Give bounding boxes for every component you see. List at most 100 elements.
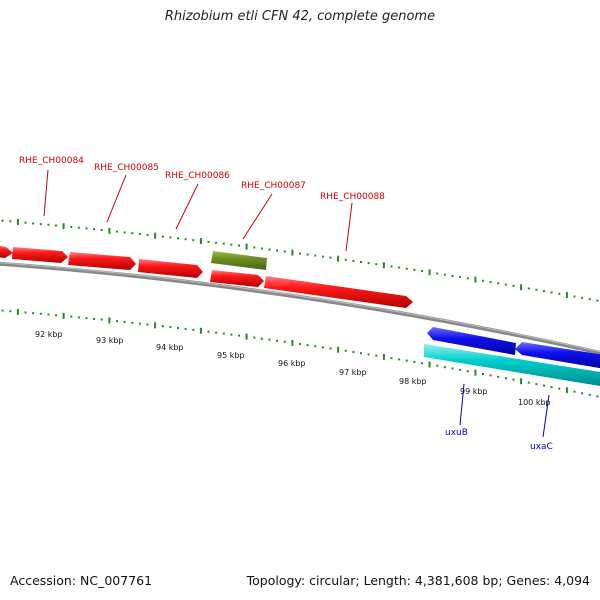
bottom-tick-mark	[222, 332, 225, 335]
bottom-tick-mark	[276, 339, 279, 342]
map-title: Rhizobium etli CFN 42, complete genome	[164, 9, 436, 24]
top-tick-mark	[154, 232, 157, 239]
bottom-tick-mark	[70, 315, 73, 318]
bottom-tick-mark	[245, 333, 248, 340]
top-tick-mark	[390, 265, 393, 268]
bottom-tick-mark	[581, 392, 584, 395]
top-tick-mark	[100, 229, 103, 231]
bottom-tick-mark	[535, 383, 538, 386]
top-tick-mark	[535, 288, 538, 291]
top-tick-mark	[543, 290, 545, 293]
gene-label: RHE_CH00084	[19, 156, 84, 166]
bottom-tick-mark	[24, 311, 27, 314]
bottom-tick-mark	[504, 377, 507, 380]
scale-label: 99 kbp	[460, 387, 488, 396]
bottom-tick-mark	[543, 384, 545, 387]
top-tick-mark	[466, 277, 469, 280]
olive-feature	[211, 251, 267, 270]
top-tick-mark	[291, 249, 294, 256]
top-tick-mark	[169, 236, 172, 239]
top-tick-mark	[299, 252, 301, 255]
bottom-tick-mark	[283, 340, 286, 343]
bottom-tick-mark	[459, 368, 462, 371]
reverse-gene-track	[424, 327, 600, 386]
bottom-tick-mark	[207, 330, 210, 333]
bottom-tick-mark	[550, 386, 553, 389]
top-tick-mark	[245, 243, 248, 250]
scale-label: 100 kbp	[518, 398, 551, 407]
bottom-tick-mark	[199, 327, 202, 334]
bottom-tick-mark	[390, 357, 393, 360]
top-tick-mark	[527, 287, 530, 290]
top-tick-mark	[199, 238, 202, 244]
top-tick-mark	[581, 296, 584, 299]
bottom-tick-mark	[299, 343, 301, 345]
bottom-tick-mark	[306, 344, 309, 347]
bottom-tick-mark	[116, 320, 118, 323]
top-tick-mark	[283, 250, 286, 253]
top-tick-mark	[39, 223, 42, 226]
top-tick-mark	[382, 262, 385, 269]
top-tick-mark	[436, 272, 439, 275]
top-tick-mark	[443, 273, 446, 276]
gene-label: uxuB	[445, 428, 468, 438]
top-tick-mark	[85, 227, 88, 230]
bottom-tick-mark	[230, 333, 233, 336]
top-tick-mark	[321, 255, 324, 258]
bottom-tick-mark	[344, 349, 347, 352]
top-tick-mark	[520, 284, 523, 291]
bottom-tick-mark	[405, 359, 408, 362]
top-tick-mark	[24, 221, 27, 224]
top-tick-mark	[55, 224, 57, 227]
reverse-gene-blue-1	[427, 327, 516, 355]
gene-label: RHE_CH00086	[165, 171, 230, 181]
top-tick-mark	[482, 279, 484, 282]
bottom-tick-mark	[39, 312, 42, 315]
forward-gene-arrow-5	[264, 276, 413, 308]
scale-label: 92 kbp	[35, 330, 63, 339]
reverse-gene-blue-2	[515, 342, 600, 369]
genome-backbone-highlight	[0, 262, 600, 353]
top-tick-mark	[276, 249, 279, 252]
top-tick-mark	[451, 274, 454, 277]
bottom-tick-mark	[466, 370, 469, 373]
top-tick-mark	[1, 219, 4, 222]
top-tick-mark	[108, 227, 111, 234]
bottom-tick-mark	[268, 338, 271, 341]
gene-label: RHE_CH00087	[241, 181, 306, 191]
scale-label: 95 kbp	[217, 351, 245, 360]
bottom-tick-mark	[314, 345, 317, 348]
reverse-gene-cyan	[424, 344, 600, 386]
forward-gene-arrow-3	[138, 259, 203, 278]
scale-label: 93 kbp	[96, 336, 124, 345]
bottom-tick-mark	[398, 358, 401, 361]
top-tick-mark	[367, 262, 370, 265]
top-tick-mark	[123, 231, 126, 234]
top-tick-mark	[93, 228, 96, 231]
bottom-tick-mark	[32, 312, 35, 315]
bottom-tick-mark	[451, 367, 454, 370]
top-tick-mark	[268, 248, 271, 251]
bottom-tick-mark	[512, 378, 515, 381]
bottom-tick-mark	[482, 373, 484, 375]
top-tick-mark	[177, 237, 179, 240]
bottom-tick-mark	[108, 317, 111, 324]
top-tick-mark	[352, 259, 355, 262]
top-tick-mark	[253, 246, 256, 249]
gene-label: RHE_CH00088	[320, 192, 385, 202]
top-tick-mark	[329, 256, 332, 259]
bottom-tick-mark	[215, 331, 218, 334]
scale-label: 96 kbp	[278, 359, 306, 368]
topology-text: Topology: circular; Length: 4,381,608 bp…	[246, 573, 590, 588]
bottom-tick-mark	[161, 325, 164, 328]
top-tick-mark	[550, 291, 553, 294]
top-tick-mark	[138, 233, 141, 235]
top-tick-mark	[375, 263, 378, 266]
forward-gene-labels: RHE_CH00084 RHE_CH00085 RHE_CH00086 RHE_…	[19, 156, 385, 252]
top-tick-mark	[573, 295, 576, 298]
bottom-tick-mark	[77, 316, 80, 319]
bottom-tick-mark	[62, 312, 65, 319]
top-tick-mark	[207, 240, 210, 243]
top-tick-mark	[230, 243, 233, 246]
